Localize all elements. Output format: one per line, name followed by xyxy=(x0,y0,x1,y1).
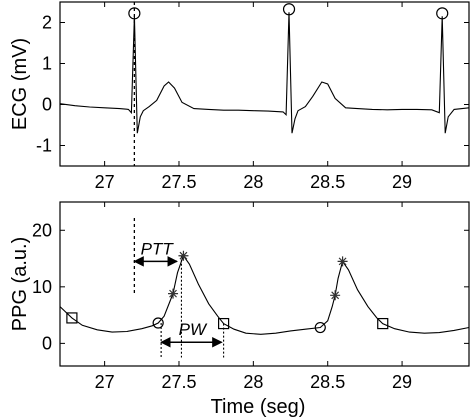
ecg-plot-frame xyxy=(59,1,470,167)
ppg-square-marker xyxy=(218,317,230,330)
ppg-circle-marker xyxy=(314,321,326,334)
ecg-y-tick-label: 2 xyxy=(42,13,52,33)
ppg-annotation-label: PTT xyxy=(141,239,175,258)
ecg-y-tick-label: -1 xyxy=(36,136,52,156)
ecg-ticks xyxy=(60,2,469,166)
ppg-y-tick-label: 0 xyxy=(42,333,52,353)
ppg-star-marker xyxy=(337,256,348,267)
ppg-markers xyxy=(66,250,389,334)
ppg-x-tick-label: 27.5 xyxy=(161,372,196,392)
ecg-r-peak-marker xyxy=(282,3,296,16)
ecg-y-axis-label: ECG (mV) xyxy=(9,38,31,130)
ppg-square-marker xyxy=(377,317,389,330)
ppg-star-marker xyxy=(178,250,189,261)
ppg-y-tick-label: 10 xyxy=(32,277,52,297)
ppg-plot-frame xyxy=(59,201,470,367)
ppg-annotation-label: PW xyxy=(179,320,208,339)
ecg-panel: 27 27.5 28 28.5 29 -1 0 1 2 ECG (mV) xyxy=(9,1,470,193)
ppg-series-line xyxy=(59,254,470,335)
ppg-y-axis-label: PPG (a.u.) xyxy=(9,237,31,331)
ppg-star-marker xyxy=(330,290,341,301)
ecg-tick-labels: 27 27.5 28 28.5 29 -1 0 1 2 xyxy=(36,13,412,193)
ecg-x-tick-label: 27.5 xyxy=(161,172,196,192)
ppg-x-tick-label: 29 xyxy=(392,372,412,392)
ppg-x-tick-label: 28 xyxy=(243,372,263,392)
ecg-series-line xyxy=(59,12,470,134)
ppg-x-axis-label: Time (seg) xyxy=(211,396,306,418)
ppg-y-tick-label: 20 xyxy=(32,220,52,240)
ppg-ticks xyxy=(60,202,469,366)
ppg-annotations: PTT PW xyxy=(133,239,223,348)
ppg-tick-labels: 27 27.5 28 28.5 29 0 10 20 xyxy=(32,220,412,392)
ppg-square-marker xyxy=(66,312,78,324)
ppg-x-tick-label: 28.5 xyxy=(310,372,345,392)
ecg-r-peaks xyxy=(128,3,449,20)
ecg-r-peak-marker xyxy=(128,7,141,20)
ppg-star-marker xyxy=(168,288,179,299)
ecg-x-tick-label: 28 xyxy=(243,172,263,192)
ppg-x-tick-label: 27 xyxy=(95,372,115,392)
ecg-x-tick-label: 27 xyxy=(95,172,115,192)
ecg-r-peak-marker xyxy=(436,7,449,20)
ecg-y-tick-label: 1 xyxy=(42,54,52,74)
ecg-x-tick-label: 29 xyxy=(392,172,412,192)
ppg-circle-marker xyxy=(152,317,164,329)
ecg-y-tick-label: 0 xyxy=(42,95,52,115)
ecg-x-tick-label: 28.5 xyxy=(310,172,345,192)
ppg-panel: 27 27.5 28 28.5 29 0 10 20 PTT PW PPG (a.u.) Tim… xyxy=(9,201,470,418)
